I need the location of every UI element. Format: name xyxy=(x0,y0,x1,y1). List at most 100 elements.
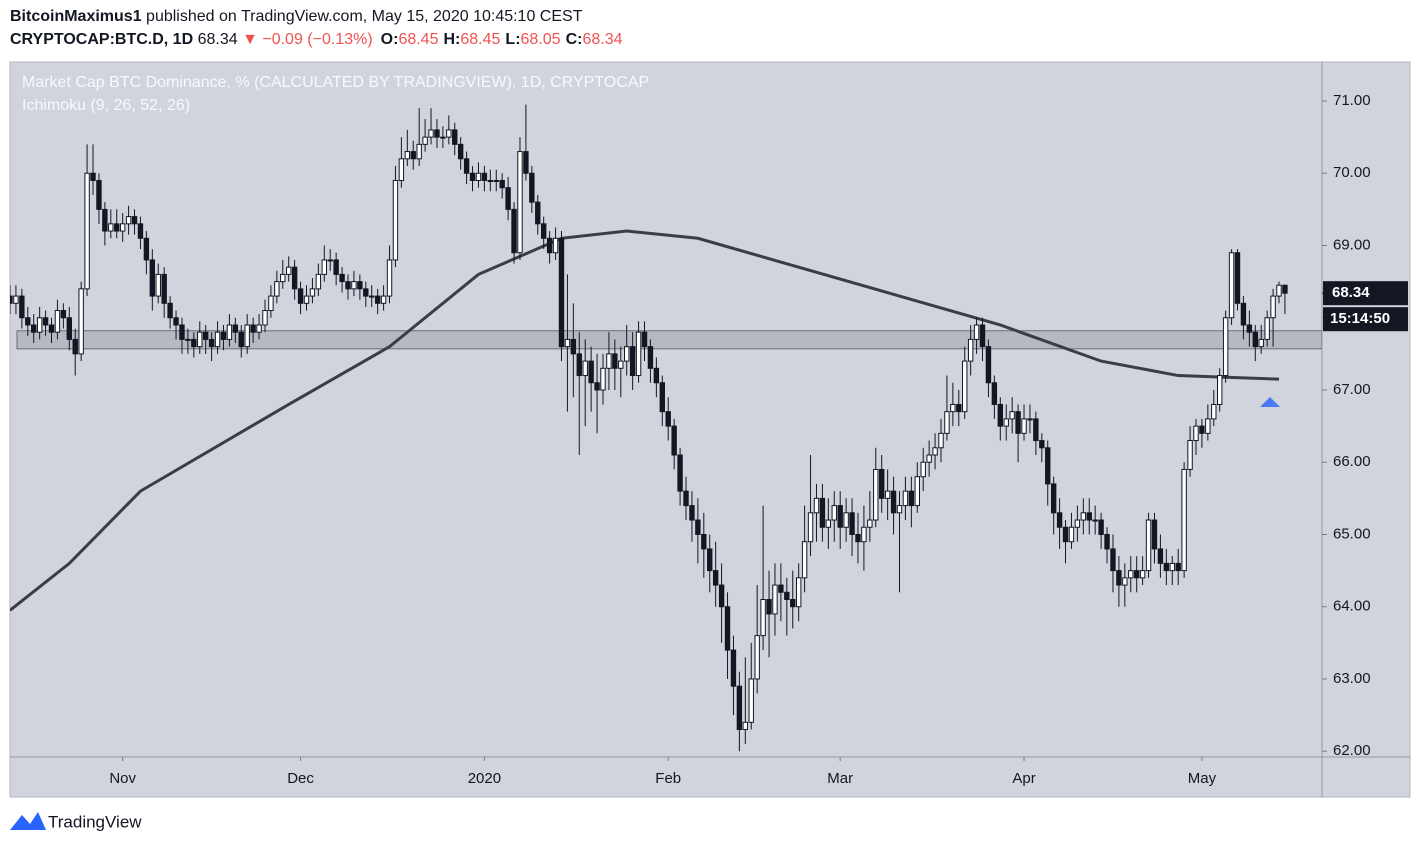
candle-body xyxy=(268,295,274,312)
candle-body xyxy=(517,151,523,254)
candle-body xyxy=(701,533,707,550)
candle-body xyxy=(1027,418,1033,421)
candle-body xyxy=(962,360,968,413)
candle-body xyxy=(202,331,209,340)
candle-body xyxy=(529,172,535,203)
candle-body xyxy=(143,237,150,261)
candle-body xyxy=(1264,317,1270,340)
candle-body xyxy=(137,223,144,239)
candle-body xyxy=(339,273,345,283)
candle-body xyxy=(274,281,280,297)
candle-body xyxy=(1074,519,1081,528)
candle-body xyxy=(926,454,932,463)
candle-body xyxy=(772,584,778,615)
candle-body xyxy=(244,324,250,348)
candle-body xyxy=(861,526,867,543)
candle-body xyxy=(108,223,114,232)
candle-body xyxy=(256,324,262,333)
candle-body xyxy=(131,216,138,225)
candle-body xyxy=(392,179,399,261)
candle-body xyxy=(1222,317,1229,377)
indicator-label[interactable]: Ichimoku (9, 26, 52, 26) xyxy=(22,97,190,114)
candle-body xyxy=(481,172,488,181)
candle-body xyxy=(380,295,387,304)
candle-body xyxy=(724,606,731,651)
ohlc-label: O: xyxy=(381,31,399,48)
candle-body xyxy=(374,295,381,304)
candle-body xyxy=(321,259,327,275)
countdown: 15:14:50 xyxy=(1330,310,1390,327)
candle-body xyxy=(416,143,422,160)
candle-body xyxy=(333,259,339,275)
candle-body xyxy=(1228,252,1235,319)
candle-body xyxy=(1062,526,1069,543)
candle-body xyxy=(1092,519,1098,522)
candle-body xyxy=(10,295,13,304)
candle-body xyxy=(197,331,203,348)
candle-body xyxy=(606,353,612,369)
candle-body xyxy=(1246,324,1253,333)
ohlc: O:68.45 H:68.45 L:68.05 C:68.34 xyxy=(381,31,623,48)
candle-body xyxy=(303,295,310,304)
candle-body xyxy=(48,324,55,333)
candle-body xyxy=(149,259,156,297)
candle-body xyxy=(837,505,843,528)
candle-body xyxy=(795,577,802,608)
price: 68.34 xyxy=(198,31,238,48)
candle-body xyxy=(60,310,67,319)
y-tick-label: 65.00 xyxy=(1333,525,1371,542)
y-tick-label: 67.00 xyxy=(1333,381,1371,398)
candle-body xyxy=(345,281,351,290)
candle-body xyxy=(618,360,624,369)
candle-body xyxy=(956,403,962,413)
candle-body xyxy=(493,179,499,182)
candle-body xyxy=(991,382,998,405)
candle-body xyxy=(552,237,559,254)
x-tick-label: Mar xyxy=(827,770,853,787)
candle-body xyxy=(84,172,90,290)
y-tick-label: 66.00 xyxy=(1333,453,1371,470)
candle-body xyxy=(1181,468,1187,572)
candle-body xyxy=(973,324,980,340)
candle-body xyxy=(594,382,600,391)
candle-body xyxy=(950,403,956,413)
candle-body xyxy=(1169,562,1175,572)
candle-body xyxy=(540,223,547,239)
candle-body xyxy=(90,172,96,181)
candle-body xyxy=(422,136,428,145)
candle-body xyxy=(576,353,582,377)
candle-body xyxy=(463,158,470,174)
candle-body xyxy=(351,281,357,290)
candle-body xyxy=(1193,425,1199,442)
symbol: CRYPTOCAP:BTC.D, 1D xyxy=(10,31,193,48)
candle-body xyxy=(766,599,772,615)
candle-body xyxy=(1015,411,1021,434)
candle-body xyxy=(226,324,233,340)
candle-body xyxy=(896,505,903,514)
candle-body xyxy=(262,310,268,326)
candle-body xyxy=(1139,570,1146,579)
x-tick-label: May xyxy=(1188,770,1217,787)
candle-body xyxy=(499,179,505,189)
candle-body xyxy=(185,338,191,341)
candle-body xyxy=(297,288,304,304)
candle-body xyxy=(558,237,565,348)
candle-body xyxy=(790,599,796,608)
candle-body xyxy=(232,324,239,333)
candle-body xyxy=(979,324,986,348)
candle-body xyxy=(327,259,333,262)
brand: TradingView xyxy=(48,812,142,831)
candle-body xyxy=(1211,403,1217,420)
author[interactable]: BitcoinMaximus1 xyxy=(10,8,142,25)
candle-body xyxy=(1009,411,1015,420)
candle-body xyxy=(1039,440,1045,449)
candle-body xyxy=(1258,338,1264,348)
ohlc-value: 68.45 xyxy=(460,31,500,48)
footer: TradingView xyxy=(10,812,142,831)
candle-body xyxy=(843,512,849,528)
candle-body xyxy=(119,223,126,232)
support-zone xyxy=(16,330,1322,350)
candle-body xyxy=(807,512,814,543)
candle-body xyxy=(440,136,446,139)
candle-body xyxy=(286,266,292,275)
